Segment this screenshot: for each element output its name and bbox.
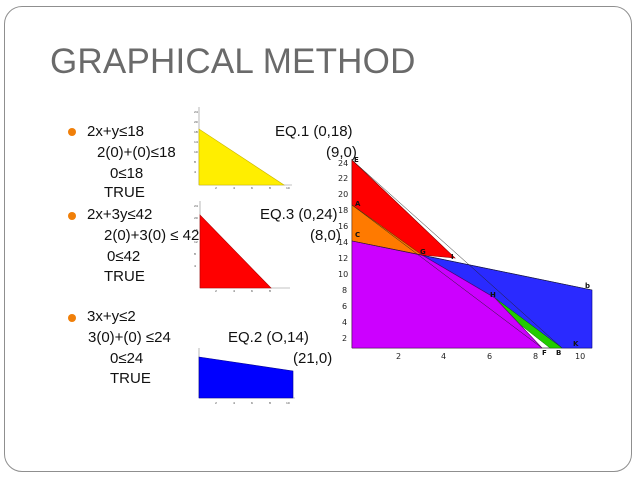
y-tick: 16 bbox=[338, 222, 348, 231]
svg-text:14: 14 bbox=[194, 140, 198, 144]
svg-text:8: 8 bbox=[194, 160, 196, 164]
constraint-2-substitution: 2(0)+3(0) ≤ 42 bbox=[104, 227, 200, 244]
constraint-1-result: TRUE bbox=[104, 184, 145, 201]
mini-graph-3: 2 4 6 8 10 bbox=[193, 345, 297, 406]
x-tick: 8 bbox=[533, 352, 538, 361]
point-label: C bbox=[355, 231, 360, 239]
svg-text:10: 10 bbox=[194, 150, 198, 154]
svg-text:8: 8 bbox=[269, 401, 271, 405]
constraint-3-result: TRUE bbox=[110, 370, 151, 387]
constraint-2-result: TRUE bbox=[104, 268, 145, 285]
point-label: K bbox=[573, 340, 579, 348]
svg-text:2: 2 bbox=[215, 289, 217, 293]
x-tick: 6 bbox=[487, 352, 492, 361]
constraint-2-simplified: 0≤42 bbox=[107, 248, 141, 265]
point-label: B bbox=[556, 349, 561, 357]
bullet-dot bbox=[68, 212, 76, 220]
main-graph: 24 22 20 18 16 14 12 10 8 6 4 2 2 4 6 8 … bbox=[330, 155, 593, 370]
point-label: H bbox=[490, 291, 496, 299]
constraint-1-substitution: 2(0)+(0)≤18 bbox=[97, 144, 176, 161]
constraint-2-second-point: (8,0) bbox=[310, 227, 341, 244]
svg-text:12: 12 bbox=[194, 240, 198, 244]
svg-text:8: 8 bbox=[194, 252, 196, 256]
y-tick: 22 bbox=[338, 174, 348, 183]
constraint-3-inequality: 3x+y≤2 bbox=[87, 308, 136, 325]
constraint-1-simplified: 0≤18 bbox=[110, 165, 144, 182]
mini-graph-3-region bbox=[198, 356, 294, 399]
y-tick: 18 bbox=[338, 206, 348, 215]
point-label: E bbox=[354, 156, 359, 164]
svg-text:2: 2 bbox=[215, 401, 217, 405]
x-tick: 4 bbox=[441, 352, 446, 361]
svg-text:4: 4 bbox=[233, 401, 235, 405]
bullet-dot bbox=[68, 128, 76, 136]
svg-text:24: 24 bbox=[194, 110, 198, 114]
svg-text:6: 6 bbox=[251, 401, 253, 405]
constraint-3-simplified: 0≤24 bbox=[110, 350, 144, 367]
constraint-1-second-point: (9,0) bbox=[326, 144, 357, 161]
constraint-3-substitution: 3(0)+(0) ≤24 bbox=[88, 329, 171, 346]
y-tick: 6 bbox=[342, 302, 347, 311]
y-tick: 8 bbox=[342, 286, 347, 295]
point-label: F bbox=[542, 349, 547, 357]
svg-text:6: 6 bbox=[251, 289, 253, 293]
y-tick: 10 bbox=[338, 270, 348, 279]
svg-text:8: 8 bbox=[269, 186, 271, 190]
svg-text:4: 4 bbox=[194, 264, 196, 268]
svg-text:24: 24 bbox=[194, 204, 198, 208]
mini-graph-2-region bbox=[199, 214, 272, 289]
svg-text:18: 18 bbox=[194, 130, 198, 134]
point-label: I bbox=[451, 253, 454, 261]
point-label: A bbox=[355, 200, 361, 208]
slide-title: GRAPHICAL METHOD bbox=[50, 42, 416, 81]
point-label: G bbox=[420, 248, 426, 256]
svg-text:20: 20 bbox=[194, 216, 198, 220]
constraint-1-inequality: 2x+y≤18 bbox=[87, 123, 145, 140]
y-tick: 24 bbox=[338, 159, 348, 168]
constraint-1-equation: EQ.1 (0,18) bbox=[275, 123, 353, 140]
svg-text:4: 4 bbox=[194, 170, 196, 174]
mini-graph-1-region bbox=[198, 128, 286, 186]
y-tick: 14 bbox=[338, 238, 348, 247]
y-tick: 4 bbox=[342, 318, 347, 327]
x-tick: 10 bbox=[575, 352, 585, 361]
svg-text:16: 16 bbox=[194, 228, 198, 232]
bullet-dot bbox=[68, 314, 76, 322]
y-tick: 2 bbox=[342, 334, 347, 343]
svg-text:20: 20 bbox=[194, 120, 198, 124]
svg-text:4: 4 bbox=[233, 186, 235, 190]
x-tick: 2 bbox=[396, 352, 401, 361]
y-tick: 20 bbox=[338, 190, 348, 199]
constraint-3-equation: EQ.2 (O,14) bbox=[228, 329, 309, 346]
svg-text:2: 2 bbox=[215, 186, 217, 190]
constraint-2-equation: EQ.3 (0,24) bbox=[260, 206, 338, 223]
svg-text:10: 10 bbox=[286, 401, 290, 405]
svg-text:4: 4 bbox=[233, 289, 235, 293]
constraint-3-second-point: (21,0) bbox=[293, 350, 333, 367]
constraint-2-inequality: 2x+3y≤42 bbox=[87, 206, 153, 223]
svg-text:6: 6 bbox=[251, 186, 253, 190]
svg-text:10: 10 bbox=[286, 186, 290, 190]
svg-text:8: 8 bbox=[269, 289, 271, 293]
y-tick: 12 bbox=[338, 254, 348, 263]
point-label: b bbox=[585, 282, 590, 290]
